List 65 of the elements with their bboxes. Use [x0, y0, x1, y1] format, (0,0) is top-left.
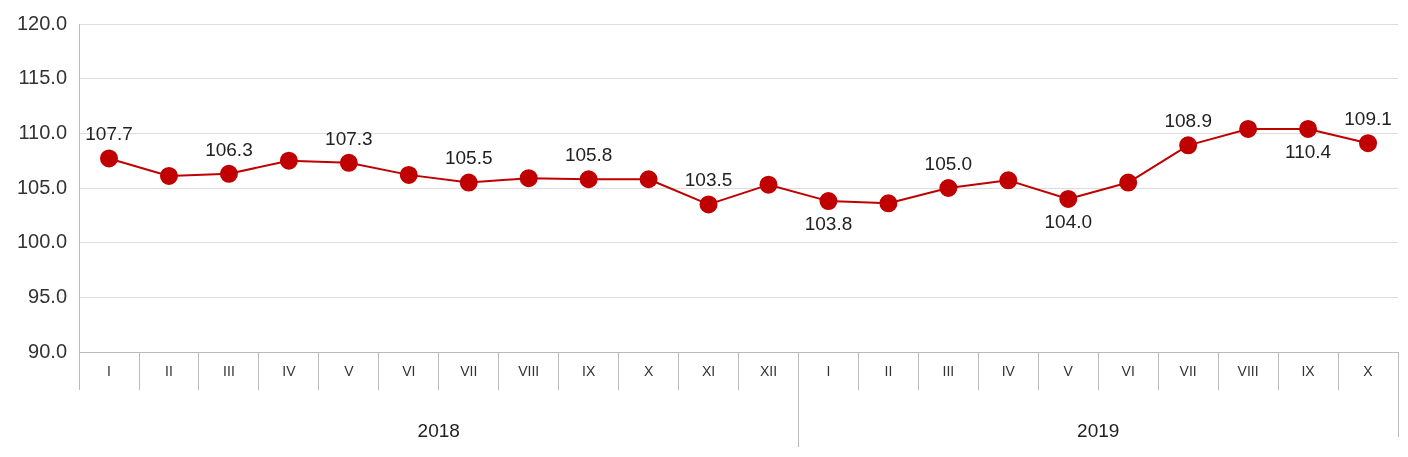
x-tick-label: IV: [1001, 363, 1016, 380]
data-label: 105.5: [444, 147, 493, 169]
point: [339, 153, 358, 172]
x-tick-label: VI: [1121, 363, 1135, 380]
point: [759, 175, 778, 194]
data-label: 103.5: [684, 169, 733, 191]
data-label: 107.3: [325, 127, 373, 149]
point: [699, 195, 718, 214]
point: [519, 169, 538, 188]
point: [219, 164, 238, 183]
point: [639, 170, 658, 189]
y-tick-label: 95.0: [28, 284, 68, 307]
point: [579, 170, 598, 189]
point: [100, 149, 119, 168]
point: [1119, 173, 1138, 192]
x-tick-label: VII: [460, 363, 478, 380]
y-tick-label: 120.0: [16, 11, 68, 34]
x-tick-label: VI: [402, 363, 416, 380]
point: [939, 179, 958, 197]
point: [1059, 189, 1078, 208]
x-tick-label: VII: [1179, 363, 1197, 380]
x-tick-label: I: [107, 363, 111, 380]
data-label: 103.8: [804, 212, 853, 234]
data-label: 107.7: [85, 123, 133, 145]
point: [279, 151, 298, 170]
point: [999, 171, 1018, 190]
y-tick-label: 100.0: [16, 230, 68, 253]
x-tick-label: IX: [1301, 363, 1316, 380]
x-tick-label: V: [1063, 363, 1074, 380]
x-tick-label: V: [344, 363, 355, 380]
data-label: 110.4: [1285, 140, 1332, 162]
x-tick-label: II: [884, 363, 893, 380]
point: [1239, 119, 1258, 138]
data-label: 109.1: [1344, 107, 1392, 129]
x-tick-label: X: [1363, 363, 1374, 380]
x-tick-label: XI: [701, 363, 716, 380]
text: 2019: [1077, 420, 1120, 442]
y-tick-label: 115.0: [18, 66, 68, 89]
y-tick-label: 105.0: [16, 175, 68, 198]
x-tick-label: II: [165, 363, 173, 380]
x-tick-label: III: [223, 363, 235, 380]
data-label: 108.9: [1164, 110, 1212, 132]
point: [1299, 119, 1318, 138]
point: [399, 165, 418, 184]
x-tick-label: I: [826, 363, 831, 380]
x-tick-label: VIII: [518, 363, 540, 380]
data-label: 106.3: [205, 138, 253, 160]
x-tick-label: X: [643, 363, 654, 380]
y-tick-label: 90.0: [28, 339, 68, 362]
x-tick-label: IV: [282, 363, 297, 380]
x-tick-label: III: [942, 363, 955, 380]
point: [1179, 136, 1198, 155]
x-tick-label: XII: [759, 363, 778, 380]
point: [879, 194, 898, 213]
point: [819, 192, 838, 211]
data-label: 104.0: [1044, 210, 1093, 232]
point: [1359, 134, 1378, 153]
x-tick-label: IX: [582, 363, 596, 380]
x-tick-label: VIII: [1237, 363, 1259, 380]
point: [459, 173, 478, 192]
y-tick-label: 110.0: [18, 120, 68, 143]
data-label: 105.8: [564, 143, 613, 165]
data-label: 105.0: [924, 152, 973, 174]
text: 2018: [417, 420, 460, 442]
point: [159, 166, 178, 185]
